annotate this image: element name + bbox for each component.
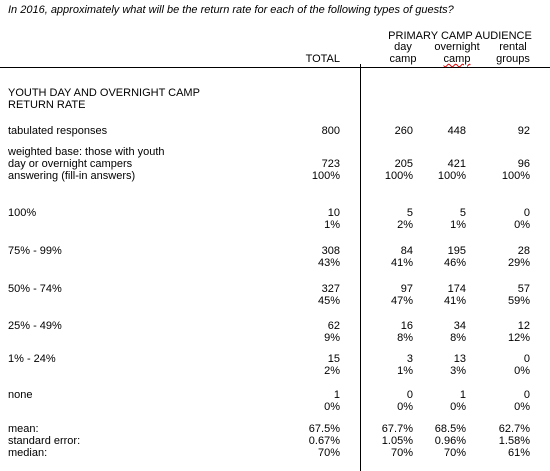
cell-value: 5 bbox=[459, 207, 466, 219]
cell-value: 327 bbox=[321, 283, 340, 295]
cell-value: 1% bbox=[324, 219, 340, 231]
cell-value: 1% bbox=[397, 365, 413, 377]
cell-value: 28 bbox=[517, 245, 530, 257]
cell-value: 0% bbox=[324, 401, 340, 413]
row-label: 75% - 99% bbox=[8, 245, 62, 257]
cell-value: 84 bbox=[400, 245, 413, 257]
cell-value: 448 bbox=[447, 125, 466, 137]
row-label: weighted base: those with youth bbox=[8, 146, 165, 158]
cell-value: 61% bbox=[507, 447, 530, 459]
cell-value: 100% bbox=[384, 170, 413, 182]
cell-value: 92 bbox=[517, 125, 530, 137]
cell-value: 0.67% bbox=[308, 435, 340, 447]
row-label: day or overnight campers bbox=[8, 158, 133, 170]
cell-value: 0% bbox=[514, 219, 530, 231]
cell-value: 0% bbox=[514, 401, 530, 413]
cell-value: 59% bbox=[507, 295, 530, 307]
cell-value: 195 bbox=[447, 245, 466, 257]
row-label: answering (fill-in answers) bbox=[8, 170, 136, 182]
cell-value: 41% bbox=[443, 295, 466, 307]
cell-value: 1.05% bbox=[381, 435, 413, 447]
cell-value: 16 bbox=[400, 320, 413, 332]
cell-value: 62 bbox=[327, 320, 340, 332]
cell-value: 12% bbox=[507, 332, 530, 344]
cell-value: 100% bbox=[501, 170, 530, 182]
cell-value: 0 bbox=[406, 389, 413, 401]
cell-value: 15 bbox=[327, 353, 340, 365]
cell-value: 29% bbox=[507, 257, 530, 269]
row-label: 50% - 74% bbox=[8, 283, 62, 295]
cell-value: 3% bbox=[450, 365, 466, 377]
cell-value: 100% bbox=[311, 170, 340, 182]
cell-value: 41% bbox=[390, 257, 413, 269]
cell-value: 70% bbox=[317, 447, 340, 459]
cell-value: 1 bbox=[333, 389, 340, 401]
row-label: median: bbox=[8, 447, 48, 459]
column-header: camp bbox=[389, 53, 417, 65]
total-header: TOTAL bbox=[305, 53, 340, 65]
group-header: PRIMARY CAMP AUDIENCE bbox=[388, 30, 532, 42]
row-label: 25% - 49% bbox=[8, 320, 62, 332]
cell-value: 0 bbox=[523, 389, 530, 401]
column-header: overnight bbox=[434, 41, 480, 53]
cell-value: 3 bbox=[406, 353, 413, 365]
cell-value: 96 bbox=[517, 158, 530, 170]
cell-value: 47% bbox=[390, 295, 413, 307]
cell-value: 0 bbox=[523, 207, 530, 219]
cell-value: 260 bbox=[394, 125, 413, 137]
question: In 2016, approximately what will be the … bbox=[8, 4, 454, 16]
section-title: RETURN RATE bbox=[8, 99, 86, 111]
cell-value: 34 bbox=[453, 320, 466, 332]
cell-value: 9% bbox=[324, 332, 340, 344]
cell-value: 1.58% bbox=[498, 435, 530, 447]
column-header: day bbox=[394, 41, 412, 53]
cell-value: 5 bbox=[406, 207, 413, 219]
cell-value: 0.96% bbox=[434, 435, 466, 447]
cell-value: 308 bbox=[321, 245, 340, 257]
column-divider bbox=[360, 64, 361, 471]
row-label: 100% bbox=[8, 207, 37, 219]
cell-value: 67.7% bbox=[381, 423, 413, 435]
cell-value: 13 bbox=[453, 353, 466, 365]
cell-value: 97 bbox=[400, 283, 413, 295]
cell-value: 43% bbox=[317, 257, 340, 269]
cell-value: 100% bbox=[437, 170, 466, 182]
cell-value: 8% bbox=[450, 332, 466, 344]
cell-value: 205 bbox=[394, 158, 413, 170]
cell-value: 723 bbox=[321, 158, 340, 170]
cell-value: 2% bbox=[324, 365, 340, 377]
cell-value: 68.5% bbox=[434, 423, 466, 435]
cell-value: 0% bbox=[397, 401, 413, 413]
section-title: YOUTH DAY AND OVERNIGHT CAMP bbox=[8, 87, 200, 99]
row-label: 1% - 24% bbox=[8, 353, 56, 365]
cell-value: 12 bbox=[517, 320, 530, 332]
cell-value: 10 bbox=[327, 207, 340, 219]
cell-value: 800 bbox=[321, 125, 340, 137]
row-label: mean: bbox=[8, 423, 39, 435]
header-rule bbox=[0, 67, 550, 68]
cell-value: 0% bbox=[514, 365, 530, 377]
cell-value: 0 bbox=[523, 353, 530, 365]
row-label: tabulated responses bbox=[8, 125, 108, 137]
cell-value: 45% bbox=[317, 295, 340, 307]
cell-value: 2% bbox=[397, 219, 413, 231]
cell-value: 174 bbox=[447, 283, 466, 295]
cell-value: 8% bbox=[397, 332, 413, 344]
column-header: camp bbox=[443, 53, 471, 65]
row-label: none bbox=[8, 389, 33, 401]
cell-value: 1 bbox=[459, 389, 466, 401]
cell-value: 70% bbox=[443, 447, 466, 459]
cell-value: 46% bbox=[443, 257, 466, 269]
row-label: standard error: bbox=[8, 435, 81, 447]
cell-value: 1% bbox=[450, 219, 466, 231]
cell-value: 0% bbox=[450, 401, 466, 413]
cell-value: 421 bbox=[447, 158, 466, 170]
cell-value: 67.5% bbox=[308, 423, 340, 435]
cell-value: 57 bbox=[517, 283, 530, 295]
cell-value: 62.7% bbox=[498, 423, 530, 435]
cell-value: 70% bbox=[390, 447, 413, 459]
column-header: rental bbox=[499, 41, 527, 53]
column-header: groups bbox=[496, 53, 530, 65]
